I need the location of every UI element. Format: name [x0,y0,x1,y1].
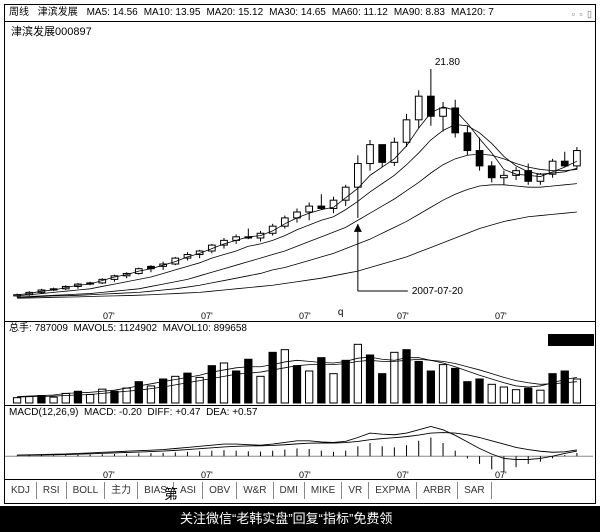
macd-value: -0.20 [119,407,142,418]
dea-label: DEA: [206,407,229,418]
tab-w&r[interactable]: W&R [237,482,273,499]
svg-text:07': 07' [299,470,311,479]
tab-obv[interactable]: OBV [203,482,237,499]
macd-name: MACD(12,26,9) [9,407,78,418]
svg-text:07': 07' [495,470,507,479]
ma-item: MA20: 15.12 [206,5,263,21]
mavol5: 1124902 [119,323,157,334]
tab-kdj[interactable]: KDJ [5,482,37,499]
ma-item: MA30: 14.65 [269,5,326,21]
tab-dmi[interactable]: DMI [274,482,305,499]
volume-header: 总手: 787009 MAVOL5: 1124902 MAVOL10: 8996… [5,321,595,336]
dea-value: +0.57 [232,407,257,418]
top-ma-bar: 周线 津滨发展 MA5: 14.56 MA10: 13.95 MA20: 15.12… [5,5,595,22]
mavol5-label: MAVOL5: [74,323,117,334]
indicator-tabs: KDJRSIBOLL主力BIASASIOBVW&RDMIMIKEVREXPMAA… [5,479,595,504]
tab-asi[interactable]: ASI [174,482,203,499]
svg-text:07': 07' [397,311,409,321]
diff-value: +0.47 [175,407,200,418]
svg-text:07': 07' [103,470,115,479]
timeframe-label: 周线 [9,5,29,21]
tab-expma[interactable]: EXPMA [369,482,417,499]
price-pane[interactable]: 21.80 2007-07-20 q 07' 07' 07' 07' 07' [5,21,595,321]
tab-rsi[interactable]: RSI [37,482,67,499]
macd-pane[interactable]: 07' 07' 07' 07' 07' [5,419,595,479]
window-buttons[interactable]: ▫ ▫ ▯ [572,6,593,22]
mavol10-label: MAVOL10: [163,323,211,334]
svg-text:07': 07' [201,470,213,479]
svg-text:07': 07' [103,311,115,321]
tab-boll[interactable]: BOLL [67,482,106,499]
ma-item: MA10: 13.95 [144,5,201,21]
diff-label: DIFF: [147,407,172,418]
ma-item: MA90: 8.83 [394,5,445,21]
tab-arbr[interactable]: ARBR [417,482,458,499]
ma-item: MA120: 7 [451,5,494,21]
tab-mike[interactable]: MIKE [305,482,342,499]
banner-text: 关注微信“老韩实盘”回复“指标”免费领 [180,506,392,532]
ma-item: MA5: 14.56 [87,5,138,21]
stock-name: 津滨发展 [38,5,78,21]
svg-text:q: q [338,307,344,318]
vol-total-label: 总手: [9,323,32,334]
ma-item: MA60: 11.12 [332,5,388,21]
svg-text:21.80: 21.80 [435,57,460,68]
chart-frame: 周线 津滨发展 MA5: 14.56 MA10: 13.95 MA20: 15.12… [4,4,596,504]
bottom-banner[interactable]: 关注微信“老韩实盘”回复“指标”免费领 [0,506,600,532]
volume-pane[interactable] [5,335,595,405]
tab-sar[interactable]: SAR [458,482,492,499]
macd-label: MACD: [84,407,116,418]
mavol10: 899658 [214,323,247,334]
svg-text:07': 07' [495,311,507,321]
page-footnote: 第 [164,484,178,504]
vol-total: 787009 [35,323,68,334]
macd-header: MACD(12,26,9) MACD: -0.20 DIFF: +0.47 DE… [5,405,595,420]
svg-text:07': 07' [299,311,311,321]
tab-主力[interactable]: 主力 [105,482,138,499]
deco-box [548,334,594,346]
svg-text:2007-07-20: 2007-07-20 [412,286,464,297]
svg-text:07': 07' [397,470,409,479]
tab-vr[interactable]: VR [342,482,369,499]
svg-text:07': 07' [201,311,213,321]
